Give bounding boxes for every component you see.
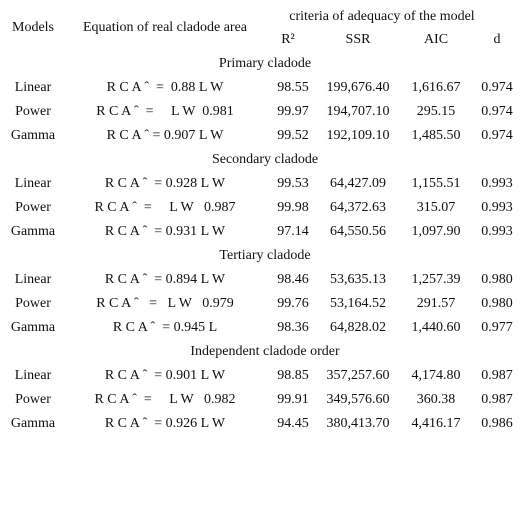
ssr-cell: 349,576.60 bbox=[327, 392, 390, 407]
aic-cell: 1,257.39 bbox=[412, 272, 461, 287]
equation-cell: R C A ˆ = L W 0.981 bbox=[96, 104, 234, 119]
column-header: AIC bbox=[424, 32, 448, 47]
aic-cell: 360.38 bbox=[417, 392, 456, 407]
model-cell: Power bbox=[15, 392, 51, 407]
header-models: Models bbox=[12, 20, 54, 35]
d-cell: 0.987 bbox=[481, 368, 513, 383]
column-header: R² bbox=[281, 32, 295, 47]
column-header: d bbox=[494, 32, 501, 47]
ssr-cell: 194,707.10 bbox=[327, 104, 390, 119]
r2-cell: 98.85 bbox=[277, 368, 309, 383]
equation-cell: R C A ˆ = 0.926 L W bbox=[105, 416, 226, 431]
ssr-cell: 199,676.40 bbox=[327, 80, 390, 95]
d-cell: 0.974 bbox=[481, 80, 513, 95]
equation-cell: R C A ˆ = 0.945 L bbox=[113, 320, 217, 335]
d-cell: 0.993 bbox=[481, 176, 513, 191]
model-cell: Power bbox=[15, 200, 51, 215]
header-equation: Equation of real cladode area bbox=[83, 20, 248, 35]
equation-cell: R C A ˆ = 0.907 L W bbox=[107, 128, 225, 143]
aic-cell: 295.15 bbox=[417, 104, 456, 119]
ssr-cell: 64,550.56 bbox=[330, 224, 386, 239]
r2-cell: 94.45 bbox=[277, 416, 309, 431]
d-cell: 0.974 bbox=[481, 104, 513, 119]
model-cell: Gamma bbox=[11, 128, 56, 143]
equation-cell: R C A ˆ = L W 0.982 bbox=[94, 392, 235, 407]
ssr-cell: 357,257.60 bbox=[327, 368, 390, 383]
equation-cell: R C A ˆ = 0.901 L W bbox=[105, 368, 226, 383]
aic-cell: 315.07 bbox=[417, 200, 456, 215]
model-cell: Power bbox=[15, 296, 51, 311]
model-cell: Gamma bbox=[11, 320, 56, 335]
ssr-cell: 64,427.09 bbox=[330, 176, 386, 191]
r2-cell: 99.53 bbox=[277, 176, 309, 191]
header-criteria: criteria of adequacy of the model bbox=[289, 9, 475, 24]
r2-cell: 99.91 bbox=[277, 392, 309, 407]
equation-cell: R C A ˆ = 0.88 L W bbox=[107, 80, 225, 95]
d-cell: 0.974 bbox=[481, 128, 513, 143]
r2-cell: 98.36 bbox=[277, 320, 309, 335]
ssr-cell: 192,109.10 bbox=[327, 128, 390, 143]
r2-cell: 99.98 bbox=[277, 200, 309, 215]
section-title: Primary cladode bbox=[219, 56, 311, 71]
aic-cell: 1,440.60 bbox=[412, 320, 461, 335]
ssr-cell: 53,164.52 bbox=[330, 296, 386, 311]
model-cell: Linear bbox=[15, 272, 52, 287]
ssr-cell: 53,635.13 bbox=[330, 272, 386, 287]
ssr-cell: 380,413.70 bbox=[327, 416, 390, 431]
aic-cell: 4,416.17 bbox=[412, 416, 461, 431]
d-cell: 0.993 bbox=[481, 200, 513, 215]
r2-cell: 98.55 bbox=[277, 80, 309, 95]
aic-cell: 1,485.50 bbox=[412, 128, 461, 143]
equation-cell: R C A ˆ = L W 0.979 bbox=[96, 296, 234, 311]
equation-cell: R C A ˆ = 0.928 L W bbox=[105, 176, 226, 191]
aic-cell: 1,097.90 bbox=[412, 224, 461, 239]
d-cell: 0.980 bbox=[481, 272, 513, 287]
model-cell: Gamma bbox=[11, 224, 56, 239]
section-title: Independent cladode order bbox=[190, 344, 340, 359]
d-cell: 0.977 bbox=[481, 320, 513, 335]
d-cell: 0.986 bbox=[481, 416, 513, 431]
r2-cell: 99.52 bbox=[277, 128, 309, 143]
aic-cell: 1,155.51 bbox=[412, 176, 461, 191]
model-cell: Power bbox=[15, 104, 51, 119]
column-header: SSR bbox=[346, 32, 372, 47]
ssr-cell: 64,372.63 bbox=[330, 200, 386, 215]
aic-cell: 4,174.80 bbox=[412, 368, 461, 383]
r2-cell: 99.97 bbox=[277, 104, 309, 119]
d-cell: 0.993 bbox=[481, 224, 513, 239]
model-cell: Linear bbox=[15, 80, 52, 95]
r2-cell: 98.46 bbox=[277, 272, 309, 287]
model-cell: Linear bbox=[15, 176, 52, 191]
model-cell: Gamma bbox=[11, 416, 56, 431]
equation-cell: R C A ˆ = 0.894 L W bbox=[105, 272, 226, 287]
model-cell: Linear bbox=[15, 368, 52, 383]
r2-cell: 99.76 bbox=[277, 296, 309, 311]
r2-cell: 97.14 bbox=[277, 224, 309, 239]
aic-cell: 1,616.67 bbox=[412, 80, 461, 95]
d-cell: 0.987 bbox=[481, 392, 513, 407]
equation-cell: R C A ˆ = 0.931 L W bbox=[105, 224, 226, 239]
section-title: Tertiary cladode bbox=[219, 248, 310, 263]
aic-cell: 291.57 bbox=[417, 296, 456, 311]
equation-cell: R C A ˆ = L W 0.987 bbox=[94, 200, 235, 215]
section-title: Secondary cladode bbox=[212, 152, 318, 167]
ssr-cell: 64,828.02 bbox=[330, 320, 386, 335]
d-cell: 0.980 bbox=[481, 296, 513, 311]
